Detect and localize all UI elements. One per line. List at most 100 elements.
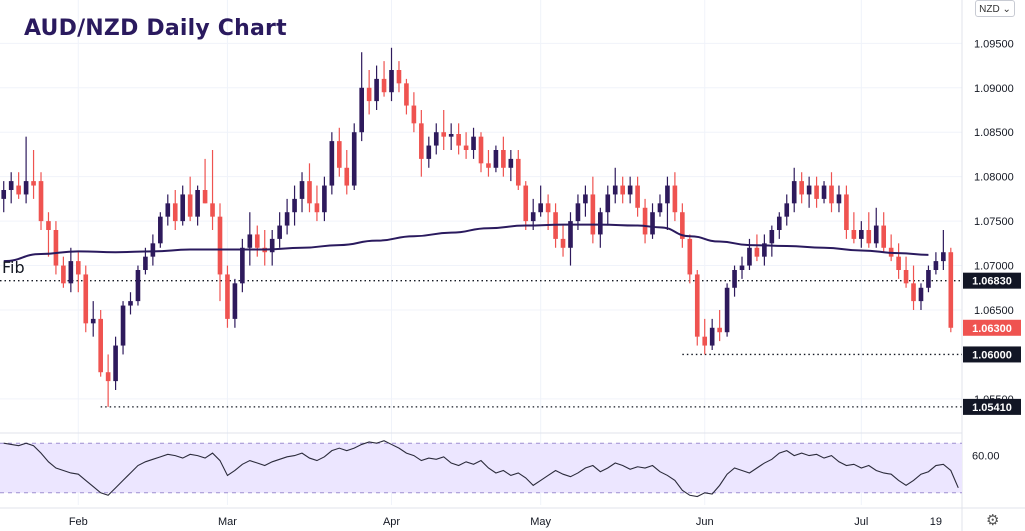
candle-body (135, 270, 141, 302)
candle-body (762, 243, 767, 257)
candle-body (754, 247, 760, 257)
candle-body (456, 134, 461, 146)
candle-body (769, 230, 775, 244)
last-price-label: 1.06300 (972, 323, 1012, 335)
candle-body (404, 83, 409, 106)
candle-body (366, 87, 372, 102)
candle-body (344, 167, 350, 186)
candle-body (195, 190, 200, 217)
time-tick-label: Apr (383, 516, 400, 528)
currency-selector[interactable]: NZD ⌄ (975, 0, 1015, 17)
candle-body (650, 212, 655, 235)
candle-body (612, 185, 618, 195)
candle-body (799, 181, 804, 195)
candle-body (113, 345, 118, 382)
candle-body (911, 283, 916, 302)
candle-body (739, 265, 745, 270)
candle-body (322, 185, 327, 213)
candle-body (180, 194, 186, 222)
candle-body (672, 185, 678, 213)
candle-body (359, 87, 364, 133)
level-badge (963, 398, 1021, 415)
time-tick-label: Jul (854, 516, 868, 528)
rsi-panel (0, 440, 962, 498)
candle-body (471, 136, 476, 150)
fib-label: Fib (2, 258, 25, 277)
candle-body (903, 270, 909, 284)
candle-body (508, 158, 514, 168)
time-axis: Feb Mar Apr May Jun Jul 19 (69, 516, 942, 528)
level-badge-label: 1.06000 (972, 349, 1012, 361)
candle-body (31, 181, 36, 186)
candle-body (61, 265, 66, 284)
level-badge (963, 346, 1021, 363)
candle-body (284, 212, 290, 226)
price-tick-label: 1.09000 (974, 83, 1014, 95)
candle-body (866, 230, 872, 244)
candle-body (419, 123, 424, 159)
candle-body (314, 203, 320, 213)
ma-line (3, 223, 929, 263)
candle-body (143, 256, 148, 270)
candle-body (814, 185, 819, 199)
candle-body (538, 203, 543, 213)
candle-body (329, 141, 335, 186)
candle-body (724, 287, 730, 333)
price-tick-label: 1.08500 (974, 127, 1014, 139)
candle-body (210, 203, 215, 217)
candle-body (232, 283, 238, 319)
candle-body (254, 234, 260, 248)
candle-body (605, 194, 611, 213)
candle-body (277, 225, 282, 239)
chart-title: AUD/NZD Daily Chart (24, 16, 287, 41)
candle-body (747, 247, 752, 266)
candle-body (381, 78, 387, 93)
candle-body (844, 194, 849, 230)
candle-body (709, 327, 715, 346)
candle-body (627, 185, 633, 195)
candle-body (568, 221, 573, 248)
level-badge (963, 272, 1021, 289)
candle-body (806, 185, 812, 195)
candle-body (247, 234, 253, 248)
candle-body (665, 185, 670, 204)
candle-body (829, 185, 834, 204)
candle-body (351, 132, 357, 186)
chevron-down-icon: ⌄ (1002, 4, 1011, 15)
candle-body (75, 261, 81, 275)
gear-icon[interactable]: ⚙ (986, 512, 1000, 529)
price-tick-label: 1.07500 (974, 216, 1014, 228)
candle-body (680, 212, 685, 239)
candle-body (791, 181, 797, 204)
candle-body (120, 305, 126, 346)
moving-average (3, 223, 929, 263)
candle-body (23, 181, 29, 195)
price-tick-label: 1.06500 (974, 305, 1014, 317)
time-tick-label: Mar (218, 516, 237, 528)
candle-body (240, 247, 245, 284)
candle-body (941, 252, 946, 262)
candle-body (620, 185, 626, 195)
candle-body (128, 301, 133, 306)
price-tick-label: 1.09500 (974, 38, 1014, 50)
candle-body (105, 372, 111, 382)
candle-body (225, 274, 230, 319)
candle-body (1, 190, 7, 199)
candle-body (486, 163, 491, 168)
candle-body (269, 238, 275, 253)
price-tick-label: 1.07000 (974, 261, 1014, 273)
candle-body (463, 145, 469, 150)
candle-body (635, 185, 640, 208)
candle-body (523, 185, 529, 222)
last-price-badge (963, 319, 1021, 336)
level-badge-label: 1.05410 (972, 402, 1012, 414)
candle-body (299, 181, 305, 199)
candle-body (8, 181, 14, 190)
candle-body (717, 327, 722, 333)
rsi-tick-label: 60.00 (972, 451, 1000, 463)
level-badge-label: 1.06830 (972, 276, 1012, 288)
candle-body (38, 181, 44, 222)
candle-body (694, 274, 700, 337)
candle-body (881, 225, 887, 248)
candle-body (583, 194, 588, 204)
